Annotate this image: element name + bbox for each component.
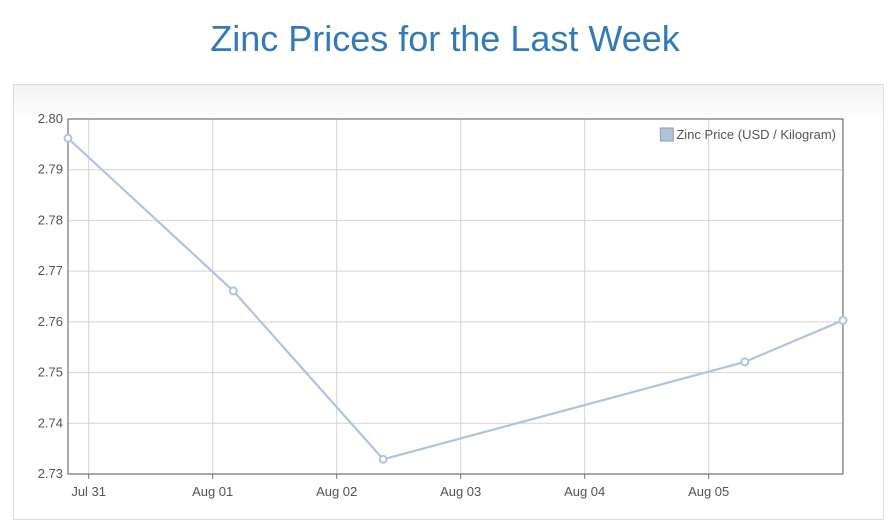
grid-lines [67,118,844,475]
plot-border [67,118,844,475]
legend-swatch [659,127,674,142]
y-axis: 2.80 2.79 2.78 2.77 2.76 2.75 2.74 2.73 [38,111,63,481]
y-tick-label: 2.74 [38,415,63,430]
y-tick-label: 2.79 [38,162,63,177]
legend-label: Zinc Price (USD / Kilogram) [676,127,836,142]
y-tick-label: 2.77 [38,263,63,278]
page-title: Zinc Prices for the Last Week [210,18,680,59]
x-tick-label: Aug 04 [564,484,605,499]
legend[interactable]: Zinc Price (USD / Kilogram) [659,127,836,142]
x-tick-label: Aug 05 [688,484,729,499]
data-point[interactable] [378,454,388,464]
data-point[interactable] [740,357,750,367]
data-point[interactable] [838,315,848,325]
y-tick-label: 2.76 [38,314,63,329]
data-point[interactable] [228,286,238,296]
y-tick-label: 2.78 [38,212,63,227]
line-chart: 2.80 2.79 2.78 2.77 2.76 2.75 2.74 2.73 Jul 31 A… [38,111,848,499]
x-tick-label: Aug 01 [192,484,233,499]
x-tick-label: Aug 03 [440,484,481,499]
data-point[interactable] [63,133,73,143]
chart-panel: 2.80 2.79 2.78 2.77 2.76 2.75 2.74 2.73 Jul 31 A… [13,84,884,520]
series-line [67,137,844,461]
x-tick-label: Jul 31 [71,484,106,499]
y-tick-label: 2.75 [38,365,63,380]
y-tick-label: 2.80 [38,111,63,126]
y-tick-label: 2.73 [38,466,63,481]
x-tick-label: Aug 02 [316,484,357,499]
plot-area [68,119,843,474]
series-layer [63,133,848,464]
x-axis: Jul 31 Aug 01 Aug 02 Aug 03 Aug 04 Aug 05 [71,474,729,499]
